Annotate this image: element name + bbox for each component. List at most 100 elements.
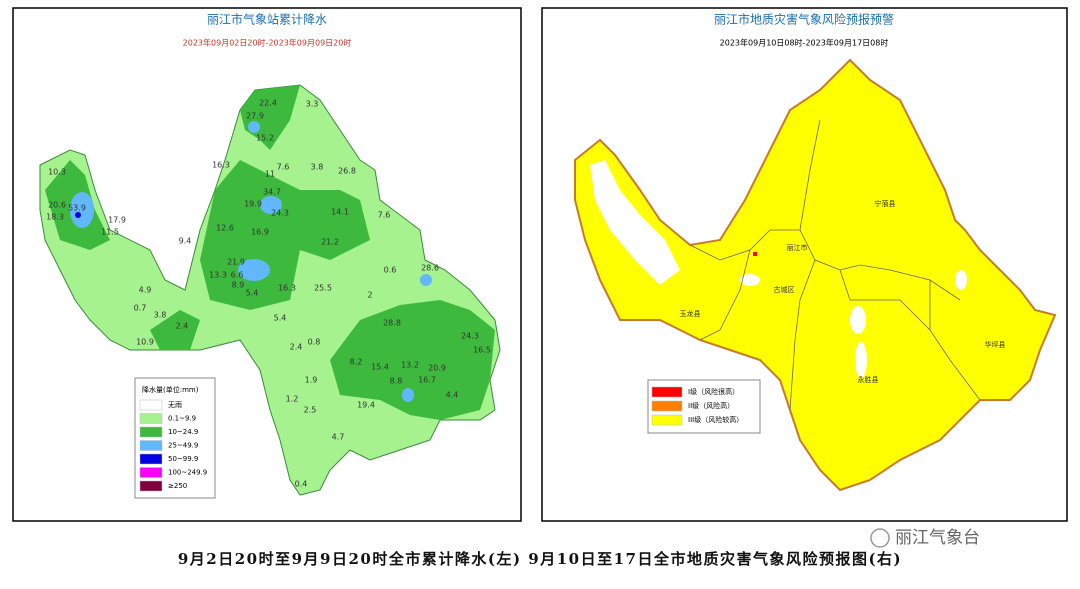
station-value: 4.7: [332, 433, 345, 442]
legend-swatch: [139, 413, 163, 424]
station-value: 0.7: [134, 304, 147, 313]
legend-swatch: [651, 400, 683, 412]
station-value: 13.2: [401, 361, 419, 370]
place-label: 古城区: [774, 285, 795, 294]
station-value: 3.8: [154, 311, 167, 320]
station-value: 21.9: [227, 258, 245, 267]
station-value: 5.4: [246, 289, 259, 298]
station-value: 1.9: [305, 376, 318, 385]
station-value: 0.6: [384, 266, 397, 275]
station-value: 3.8: [311, 163, 324, 172]
left-title: 丽江市气象站累计降水: [207, 12, 327, 27]
right-subtitle: 2023年09月10日08时-2023年09月17日08时: [720, 38, 889, 48]
station-value: 0.8: [308, 338, 321, 347]
station-value: 24.3: [461, 332, 479, 341]
legend-label: 10~24.9: [168, 428, 198, 436]
station-value: 4.9: [139, 286, 152, 295]
station-value: 0.4: [295, 480, 308, 489]
station-value: 8.2: [350, 358, 363, 367]
station-value: 16.7: [418, 376, 436, 385]
legend-swatch: [139, 426, 163, 438]
left-legend: [134, 377, 216, 499]
station-value: 7.6: [378, 211, 391, 220]
left-subtitle: 2023年09月02日20时-2023年09月09日20时: [183, 38, 352, 48]
legend-swatch: [139, 399, 163, 411]
station-value: 16.9: [251, 228, 269, 237]
legend-label: ≥250: [168, 482, 187, 490]
station-value: 28.8: [383, 319, 401, 328]
left-map-rain-zone: [45, 85, 495, 420]
legend-label: 无雨: [168, 401, 182, 409]
legend-swatch: [139, 440, 163, 451]
place-label: 华坪县: [985, 340, 1006, 349]
station-value: 3.3: [306, 100, 319, 109]
right-map-area: [574, 58, 1057, 492]
station-value: 26.8: [338, 167, 356, 176]
station-value: 11.5: [101, 228, 119, 237]
station-value: 10.9: [136, 338, 154, 347]
station-value: 12.6: [216, 224, 234, 233]
station-value: 15.2: [256, 134, 274, 143]
left-legend-items: 无雨 0.1~9.9 10~24.9 25~49.9 50~99.9 100~249.9 ≥…: [139, 399, 207, 492]
station-value: 1.2: [286, 395, 299, 404]
left-map-rain-peak: [75, 212, 81, 218]
station-value: 15.4: [371, 363, 389, 372]
station-value: 2.5: [304, 406, 317, 415]
station-value: 28.6: [421, 264, 439, 273]
station-value: 7.6: [277, 163, 290, 172]
place-label: 玉龙县: [680, 309, 701, 318]
caption: 9月2日20时至9月9日20时全市累计降水(左) 9月10日至17日全市地质灾害…: [178, 550, 902, 568]
station-value: 5.4: [274, 314, 287, 323]
station-value: 14.1: [331, 208, 349, 217]
station-value: 8.8: [390, 377, 403, 386]
legend-swatch: [139, 453, 163, 465]
station-value: 2: [367, 291, 372, 300]
station-value: 17.9: [108, 216, 126, 225]
right-map-high-risk-spot: [753, 252, 757, 256]
station-value: 20.6: [48, 201, 66, 210]
station-value: 19.9: [244, 200, 262, 209]
right-legend-items: I级（风险很高） II级（风险高） III级（风险较高）: [651, 386, 743, 426]
station-value: 19.4: [357, 401, 375, 410]
station-value: 6.6: [231, 271, 244, 280]
station-value: 20.9: [428, 364, 446, 373]
station-value: 21.2: [321, 238, 339, 247]
place-label: 丽江市: [787, 243, 808, 252]
station-value: 53.9: [68, 204, 86, 213]
station-value: 22.4: [259, 99, 277, 108]
station-value: 10.3: [48, 168, 66, 177]
station-value: 16.3: [278, 284, 296, 293]
legend-label: 25~49.9: [168, 442, 198, 450]
station-value: 4.4: [446, 391, 459, 400]
legend-label: 100~249.9: [168, 469, 207, 477]
legend-label: 0.1~9.9: [168, 415, 196, 423]
legend-label: I级（风险很高）: [688, 387, 739, 396]
station-value: 34.7: [263, 188, 281, 197]
legend-swatch: [139, 467, 163, 478]
county-borders: [689, 119, 981, 411]
legend-swatch: [651, 414, 683, 426]
station-value: 8.9: [232, 281, 245, 290]
legend-label: III级（风险较高）: [688, 415, 743, 424]
station-value: 16.3: [212, 161, 230, 170]
watermark: 丽江气象台: [895, 528, 980, 548]
left-map-rain-zone-heavy: [70, 121, 432, 402]
left-legend-title: 降水量(单位:mm): [142, 385, 199, 394]
right-map-no-risk-zone: [590, 160, 967, 378]
place-label: 宁蒗县: [875, 199, 896, 208]
place-label: 永胜县: [858, 375, 879, 384]
station-value: 24.3: [271, 209, 289, 218]
station-value: 9.4: [179, 237, 192, 246]
station-value: 27.9: [246, 112, 264, 121]
station-value: 2.4: [176, 322, 189, 331]
legend-swatch: [651, 386, 683, 398]
legend-label: 50~99.9: [168, 455, 198, 463]
legend-label: II级（风险高）: [688, 401, 734, 410]
legend-swatch: [139, 480, 163, 492]
station-value: 2.4: [290, 343, 303, 352]
station-value: 13.3: [209, 271, 227, 280]
station-value: 18.3: [46, 213, 64, 222]
